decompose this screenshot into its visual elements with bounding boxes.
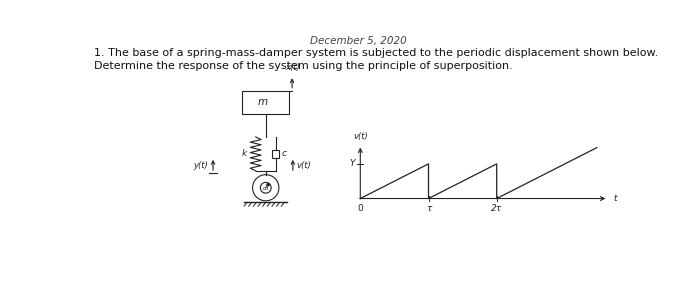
Text: v(t): v(t)	[353, 132, 368, 141]
Text: m: m	[258, 97, 267, 107]
Text: $\omega$: $\omega$	[262, 186, 269, 192]
Text: 0: 0	[358, 204, 363, 213]
Text: 1. The base of a spring-mass-damper system is subjected to the periodic displace: 1. The base of a spring-mass-damper syst…	[94, 48, 658, 58]
Text: k: k	[242, 149, 247, 158]
Circle shape	[260, 182, 271, 193]
Circle shape	[267, 183, 270, 186]
Text: December 5, 2020: December 5, 2020	[310, 36, 407, 46]
Text: c: c	[281, 149, 286, 158]
Bar	[272, 150, 279, 158]
Text: Determine the response of the system using the principle of superposition.: Determine the response of the system usi…	[94, 61, 512, 71]
Text: t: t	[613, 194, 617, 203]
Bar	[242, 91, 289, 114]
Text: x(t): x(t)	[285, 63, 300, 72]
Text: Y: Y	[349, 159, 355, 168]
Text: v(t): v(t)	[296, 161, 311, 170]
Text: τ: τ	[426, 204, 431, 213]
Text: 2τ: 2τ	[491, 204, 503, 213]
Circle shape	[253, 175, 279, 201]
Text: y(t): y(t)	[193, 161, 208, 170]
